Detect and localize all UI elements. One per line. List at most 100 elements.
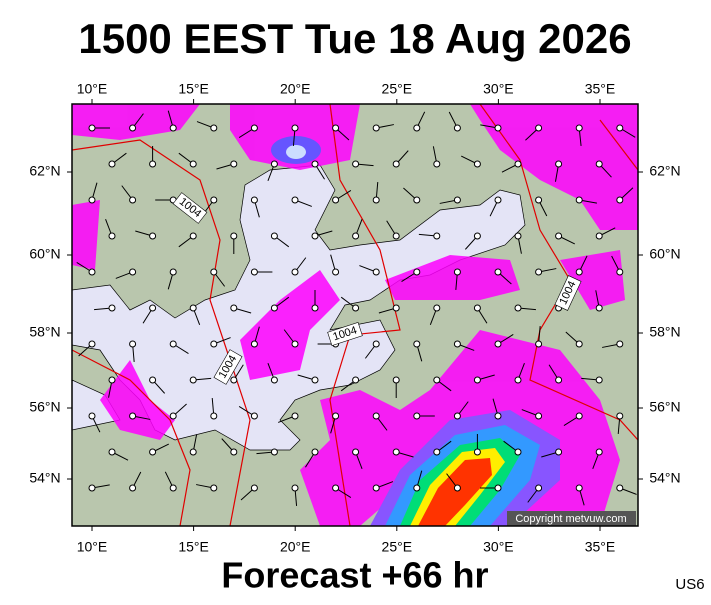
station: [392, 304, 400, 312]
station: [494, 268, 502, 276]
station: [332, 268, 340, 276]
station: [514, 304, 522, 312]
station: [149, 304, 157, 312]
station: [433, 232, 441, 240]
station: [555, 376, 563, 384]
station: [169, 124, 177, 132]
station: [129, 412, 137, 420]
station: [250, 124, 258, 132]
station: [535, 340, 543, 348]
station: [535, 484, 543, 492]
station: [616, 124, 624, 132]
station: [616, 268, 624, 276]
station: [149, 160, 157, 168]
latitude-label: 60°N: [29, 246, 60, 262]
station: [230, 232, 238, 240]
station: [433, 304, 441, 312]
station: [88, 340, 96, 348]
station: [372, 124, 380, 132]
station: [352, 448, 360, 456]
longitude-label: 10°E: [77, 81, 108, 97]
station: [311, 376, 319, 384]
station: [210, 412, 218, 420]
station: [453, 340, 461, 348]
station: [575, 484, 583, 492]
station: [169, 340, 177, 348]
station: [250, 412, 258, 420]
station: [129, 484, 137, 492]
station: [311, 232, 319, 240]
longitude-label: 30°E: [483, 81, 514, 97]
station: [555, 160, 563, 168]
station: [352, 160, 360, 168]
station: [332, 124, 340, 132]
station: [575, 268, 583, 276]
forecast-label: Forecast +66 hr: [221, 555, 488, 596]
station: [595, 304, 603, 312]
station: [535, 124, 543, 132]
station: [616, 340, 624, 348]
station: [108, 232, 116, 240]
station: [514, 160, 522, 168]
station: [392, 376, 400, 384]
heavy-precipitation: [271, 136, 560, 526]
station: [250, 484, 258, 492]
copyright: Copyright metvuw.com: [515, 513, 626, 525]
station: [88, 412, 96, 420]
station: [535, 196, 543, 204]
station: [291, 412, 299, 420]
station: [311, 448, 319, 456]
longitude-label: 35°E: [585, 81, 616, 97]
station: [210, 268, 218, 276]
station: [230, 448, 238, 456]
longitude-label: 15°E: [178, 81, 209, 97]
longitude-label: 20°E: [280, 81, 311, 97]
station: [453, 268, 461, 276]
station: [372, 412, 380, 420]
station: [189, 304, 197, 312]
station: [473, 232, 481, 240]
station: [453, 484, 461, 492]
station: [595, 160, 603, 168]
station: [189, 376, 197, 384]
latitude-label: 60°N: [649, 246, 680, 262]
latitude-label: 62°N: [649, 163, 680, 179]
station: [616, 412, 624, 420]
station: [352, 376, 360, 384]
longitude-label: 35°E: [585, 539, 616, 555]
latitude-label: 62°N: [29, 163, 60, 179]
station: [494, 124, 502, 132]
latitude-label: 54°N: [29, 470, 60, 486]
station: [392, 448, 400, 456]
station-plots: [76, 110, 637, 506]
station: [413, 196, 421, 204]
station: [129, 340, 137, 348]
longitude-label: 25°E: [382, 539, 413, 555]
axis-labels: 10°E 10°E 15°E 15°E 20°E 20°E 25°E 25°E 30°E 30°E…: [29, 81, 680, 555]
station: [291, 124, 299, 132]
station: [169, 412, 177, 420]
station: [311, 304, 319, 312]
station: [595, 376, 603, 384]
station: [372, 340, 380, 348]
station: [535, 412, 543, 420]
station: [555, 232, 563, 240]
station: [555, 448, 563, 456]
station: [311, 160, 319, 168]
station: [108, 376, 116, 384]
station: [149, 448, 157, 456]
latitude-label: 58°N: [29, 324, 60, 340]
station: [169, 484, 177, 492]
station: [129, 124, 137, 132]
station: [149, 376, 157, 384]
station: [575, 196, 583, 204]
station: [494, 340, 502, 348]
station: [291, 268, 299, 276]
station: [473, 376, 481, 384]
station: [210, 196, 218, 204]
map-area: 1004 1004 1004 1004 Copyright metvuw.com: [72, 104, 638, 526]
station: [616, 196, 624, 204]
station: [169, 268, 177, 276]
station: [473, 304, 481, 312]
model-label: US6: [675, 576, 704, 593]
